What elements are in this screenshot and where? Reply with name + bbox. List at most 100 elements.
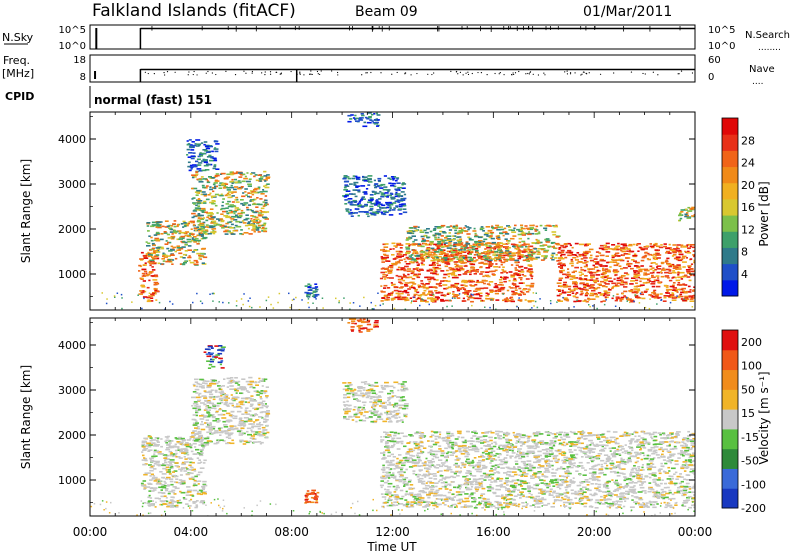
- range-gate-cell: [221, 205, 224, 207]
- range-gate-cell: [437, 268, 441, 270]
- range-gate-cell: [348, 202, 353, 204]
- range-gate-cell: [229, 204, 234, 206]
- range-gate-cell: [666, 292, 670, 294]
- range-gate-cell: [580, 294, 583, 296]
- noise-cell: [277, 302, 279, 304]
- range-gate-cell: [664, 243, 667, 245]
- range-gate-cell: [215, 175, 220, 177]
- range-gate-cell: [227, 386, 229, 388]
- range-gate-cell: [350, 209, 352, 211]
- range-gate-cell: [169, 461, 174, 463]
- range-gate-cell: [197, 457, 199, 459]
- range-gate-cell: [620, 284, 625, 286]
- range-gate-cell: [199, 155, 203, 157]
- range-gate-cell: [203, 231, 208, 233]
- range-gate-cell: [433, 287, 438, 289]
- range-gate-cell: [409, 232, 412, 234]
- range-gate-cell: [235, 215, 238, 217]
- range-gate-cell: [442, 284, 447, 286]
- nave-dot: [533, 74, 534, 75]
- range-gate-cell: [636, 244, 638, 246]
- range-gate-cell: [211, 347, 214, 349]
- noise-cell: [605, 299, 607, 301]
- range-gate-cell: [190, 149, 194, 151]
- noise-cell: [444, 296, 446, 298]
- range-gate-cell: [616, 245, 620, 247]
- range-gate-cell: [226, 413, 231, 415]
- range-gate-cell: [421, 286, 424, 288]
- range-gate-cell: [179, 442, 183, 444]
- range-gate-cell: [446, 226, 450, 228]
- range-gate-cell: [256, 220, 258, 222]
- range-gate-cell: [251, 229, 255, 231]
- range-gate-cell: [412, 241, 415, 243]
- range-gate-cell: [416, 253, 419, 255]
- noise-cell: [196, 293, 198, 295]
- range-gate-cell: [191, 228, 193, 230]
- range-gate-cell: [474, 228, 476, 230]
- range-gate-cell: [262, 217, 267, 219]
- range-gate-cell: [612, 298, 614, 300]
- range-gate-cell: [642, 298, 646, 300]
- range-gate-cell: [346, 190, 351, 192]
- range-gate-cell: [540, 245, 545, 247]
- range-gate-cell: [505, 298, 507, 300]
- nave-dot: [642, 73, 643, 74]
- range-gate-cell: [168, 469, 171, 471]
- range-gate-cell: [596, 274, 601, 276]
- range-gate-cell: [167, 505, 172, 507]
- range-gate-cell: [193, 385, 195, 387]
- range-gate-cell: [225, 177, 229, 179]
- range-gate-cell: [227, 201, 231, 203]
- range-gate-cell: [579, 277, 582, 279]
- range-gate-cell: [485, 232, 489, 234]
- range-gate-cell: [235, 221, 240, 223]
- range-gate-cell: [162, 503, 166, 505]
- range-gate-cell: [201, 443, 204, 445]
- range-gate-cell: [600, 281, 604, 283]
- range-gate-cell: [595, 296, 599, 298]
- range-gate-cell: [245, 412, 248, 414]
- range-gate-cell: [429, 294, 433, 296]
- range-gate-cell: [195, 439, 200, 441]
- range-gate-cell: [500, 276, 502, 278]
- range-gate-cell: [395, 205, 399, 207]
- range-gate-cell: [251, 220, 255, 222]
- noise-cell: [248, 300, 250, 302]
- range-gate-cell: [510, 238, 515, 240]
- range-gate-cell: [187, 144, 190, 146]
- range-gate-cell: [460, 255, 463, 257]
- range-gate-cell: [472, 246, 476, 248]
- range-gate-cell: [232, 195, 235, 197]
- range-gate-cell: [243, 222, 247, 224]
- range-gate-cell: [564, 244, 568, 246]
- range-gate-cell: [194, 476, 198, 478]
- range-gate-cell: [229, 415, 232, 417]
- range-gate-cell: [197, 205, 200, 207]
- range-gate-cell: [627, 261, 629, 263]
- nave-dot: [207, 71, 208, 72]
- range-gate-cell: [201, 226, 205, 228]
- range-gate-cell: [263, 191, 268, 193]
- range-gate-cell: [366, 330, 370, 332]
- nave-dot: [188, 74, 189, 75]
- range-gate-cell: [358, 215, 360, 217]
- range-gate-cell: [218, 381, 220, 383]
- range-gate-cell: [585, 289, 589, 291]
- range-gate-cell: [456, 294, 460, 296]
- range-gate-cell: [254, 188, 259, 190]
- range-gate-cell: [255, 174, 258, 176]
- noise-cell: [292, 299, 294, 301]
- range-gate-cell: [478, 254, 480, 256]
- range-gate-cell: [211, 177, 215, 179]
- range-gate-cell: [225, 394, 229, 396]
- range-gate-cell: [143, 280, 146, 282]
- range-gate-cell: [221, 391, 224, 393]
- range-gate-cell: [383, 186, 387, 188]
- range-gate-cell: [530, 246, 534, 248]
- range-gate-cell: [387, 271, 392, 273]
- range-gate-cell: [197, 433, 202, 435]
- range-gate-cell: [344, 181, 349, 183]
- range-gate-cell: [389, 214, 394, 216]
- range-gate-cell: [412, 283, 416, 285]
